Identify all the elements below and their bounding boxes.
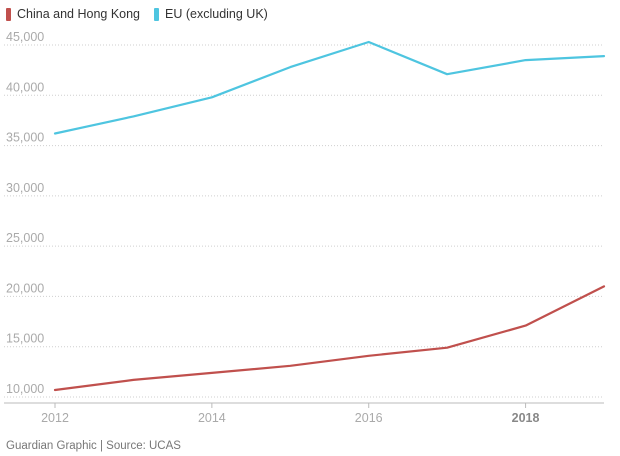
x-tick-label: 2012 <box>41 411 69 425</box>
grid-layer <box>4 44 604 398</box>
y-tick-label: 40,000 <box>6 80 44 94</box>
legend-label-china: China and Hong Kong <box>17 7 141 21</box>
series-line-china-hong-kong <box>53 285 606 392</box>
source-caption: Guardian Graphic | Source: UCAS <box>6 440 181 452</box>
x-tick-label: 2014 <box>198 411 226 425</box>
x-tick-label: 2018 <box>512 411 540 425</box>
legend: China and Hong Kong EU (excluding UK) <box>6 5 282 23</box>
y-tick-label: 20,000 <box>6 281 44 295</box>
y-tick-label: 10,000 <box>6 382 44 396</box>
y-tick-label: 45,000 <box>6 30 44 44</box>
x-tick-label: 2016 <box>355 411 383 425</box>
legend-swatch-eu <box>154 7 160 21</box>
axis-layer <box>4 402 604 408</box>
tick-label-layer: 10,000 15,000 20,000 25,000 30,000 35,000 40,0… <box>6 30 540 425</box>
legend-item-china: China and Hong Kong <box>6 7 140 21</box>
legend-label-eu: EU (excluding UK) <box>165 7 268 21</box>
legend-item-eu: EU (excluding UK) <box>154 7 268 21</box>
series-line-eu-excluding-uk <box>53 40 606 135</box>
y-tick-label: 15,000 <box>6 332 44 346</box>
legend-swatch-china <box>6 7 11 21</box>
y-tick-label: 30,000 <box>6 181 44 195</box>
y-tick-label: 25,000 <box>6 231 44 245</box>
series-layer <box>53 40 606 392</box>
y-tick-label: 35,000 <box>6 131 44 145</box>
